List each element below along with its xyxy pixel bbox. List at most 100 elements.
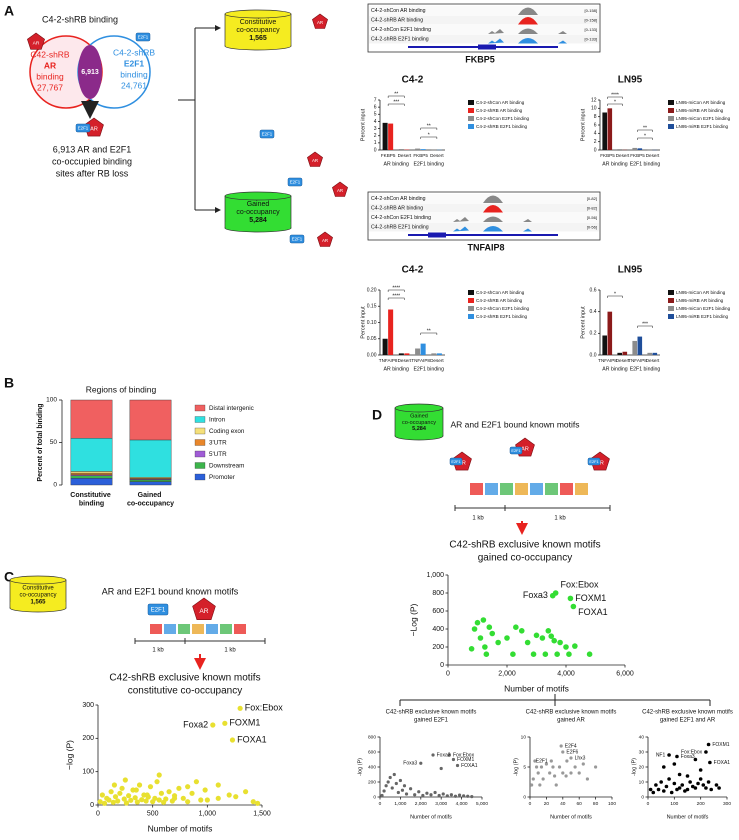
cylinder-label: co-occupancy: [236, 27, 280, 34]
point: [567, 595, 574, 602]
point: [563, 644, 569, 650]
point: [548, 633, 555, 639]
track-peak: [518, 7, 538, 15]
motif-logo: [575, 483, 588, 495]
point: [545, 628, 552, 634]
chart-title: gained E2F1: [414, 717, 449, 723]
scale-label: 1 kb: [152, 648, 164, 654]
point: [215, 795, 221, 801]
significance-bracket: [387, 289, 405, 292]
x-tick-label: TNFAIP8: [411, 358, 430, 363]
point: [648, 787, 653, 792]
point: [421, 793, 425, 798]
bar-segment: [70, 399, 113, 439]
legend-label: LN95-miRB AR binding: [676, 298, 724, 303]
point: [693, 786, 698, 790]
venn-label: binding: [36, 71, 64, 81]
motif-logo: [515, 483, 528, 495]
legend-swatch: [468, 124, 474, 129]
point: [99, 792, 105, 798]
bar: [382, 338, 388, 355]
group-label: E2F1 binding: [630, 366, 661, 372]
bar: [637, 148, 643, 150]
group-label: AR binding: [384, 366, 409, 372]
x-tick-label: 100: [670, 801, 678, 807]
point: [518, 628, 525, 634]
legend-label: 3'UTR: [209, 439, 227, 446]
y-tick-label: 10: [639, 779, 645, 785]
bar-segment: [129, 439, 172, 478]
track-label: C4-2-shCon AR binding: [371, 8, 426, 14]
legend-swatch: [468, 116, 474, 121]
point: [569, 756, 573, 760]
y-tick-label: 1: [374, 140, 377, 146]
icon-label: E2F1: [78, 126, 89, 131]
significance-bracket: [420, 332, 438, 335]
point: [144, 792, 150, 798]
legend-label: C4-2-shCon E2F1 binding: [476, 116, 530, 121]
icon-label: E2F1: [151, 608, 166, 614]
point: [675, 754, 679, 759]
y-tick-label: 100: [82, 769, 94, 776]
chart-title: C42-shRB exclusive known motifs: [449, 540, 600, 551]
motif-logo: [470, 483, 483, 495]
point: [229, 737, 236, 743]
cylinder-label: Gained: [410, 413, 428, 419]
track-row: [369, 213, 599, 222]
y-tick-label: 200: [432, 644, 444, 651]
panel-label: B: [4, 375, 14, 391]
y-axis-label: -log (P): [513, 758, 519, 776]
cylinder: [225, 40, 291, 46]
significance-label: *: [644, 133, 646, 139]
y-tick-label: 800: [432, 590, 444, 597]
x-tick-label: 0: [96, 810, 100, 817]
bar: [436, 353, 442, 355]
chart-title: constitutive co-occupancy: [128, 686, 243, 697]
gene-model: [408, 234, 558, 236]
point: [675, 787, 679, 792]
y-axis-label: Percent of total binding: [37, 403, 44, 481]
cylinder-label: 5,284: [412, 426, 427, 432]
x-tick-label: 20: [544, 801, 550, 807]
legend-label: LN95-miCon E2F1 binding: [676, 306, 731, 311]
point: [193, 779, 199, 785]
track-peak: [488, 38, 567, 44]
point: [557, 639, 563, 646]
point: [577, 771, 581, 775]
y-tick-label: 0.05: [367, 336, 377, 342]
point: [551, 637, 557, 644]
y-tick-label: 600: [368, 749, 376, 755]
bar-segment: [129, 479, 172, 482]
point: [429, 793, 433, 797]
track-peak: [518, 38, 538, 44]
y-tick-label: 400: [368, 764, 376, 770]
e2f1-icon: [287, 177, 303, 187]
x-tick-label: TNFAIP8: [379, 358, 398, 363]
y-tick-label: 200: [82, 735, 94, 742]
point: [662, 789, 666, 793]
y-tick-label: 100: [46, 397, 57, 404]
legend-swatch: [668, 100, 674, 105]
venn-label: 27,767: [37, 82, 63, 92]
point: [437, 793, 441, 798]
legend-label: Coding exon: [209, 428, 245, 435]
motif-logo: [530, 483, 543, 495]
gene-model: [478, 44, 496, 50]
point: [504, 635, 510, 641]
point-label: Foxa3: [403, 761, 417, 767]
point-label: E2F4: [565, 743, 577, 749]
bar-segment: [70, 438, 113, 472]
point-label: FOXM1: [457, 757, 474, 763]
icon-label: AR: [317, 20, 323, 25]
point: [215, 782, 221, 788]
motif-logo: [220, 624, 232, 634]
y-tick-label: 40: [639, 734, 645, 740]
icon-label: AR: [337, 188, 343, 193]
e2f1-icon: [259, 129, 275, 139]
legend-swatch: [194, 427, 206, 435]
x-tick-label: FKBP5: [413, 153, 428, 158]
point: [180, 795, 186, 801]
point: [417, 790, 421, 794]
point: [669, 790, 674, 795]
